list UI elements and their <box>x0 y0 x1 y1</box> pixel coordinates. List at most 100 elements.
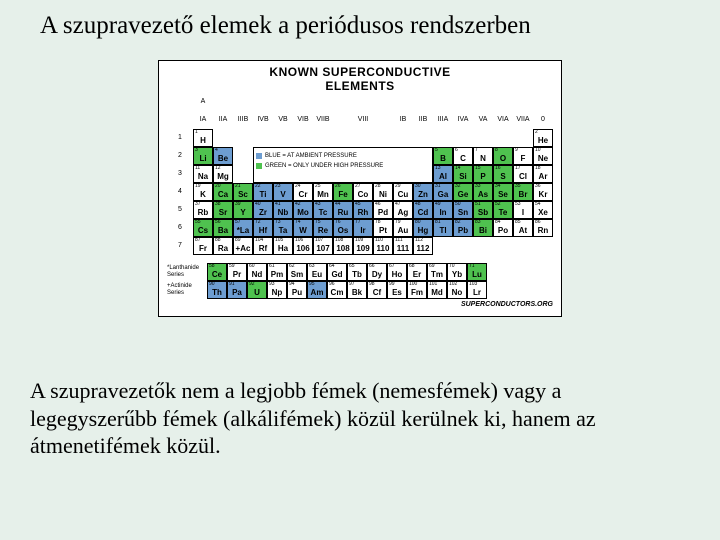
element-Os: 76Os <box>333 219 353 237</box>
element-Ru: 44Ru <box>333 201 353 219</box>
element-Zn: 30Zn <box>413 183 433 201</box>
element-Hf: 72Hf <box>253 219 273 237</box>
element-Ho: 67Ho <box>387 263 407 281</box>
element-Mn: 25Mn <box>313 183 333 201</box>
element-Na: 11Na <box>193 165 213 183</box>
element-C: 6C <box>453 147 473 165</box>
element-K: 19K <box>193 183 213 201</box>
element-107: 107107 <box>313 237 333 255</box>
element-Nd: 60Nd <box>247 263 267 281</box>
element-Ag: 47Ag <box>393 201 413 219</box>
element-Ba: 56Ba <box>213 219 233 237</box>
element-Bi: 83Bi <box>473 219 493 237</box>
element-Sb: 51Sb <box>473 201 493 219</box>
element-Fe: 26Fe <box>333 183 353 201</box>
element-Pb: 82Pb <box>453 219 473 237</box>
element-112: 112112 <box>413 237 433 255</box>
element-At: 85At <box>513 219 533 237</box>
element-Ce: 58Ce <box>207 263 227 281</box>
element-In: 49In <box>433 201 453 219</box>
element-Np: 93Np <box>267 281 287 299</box>
element-Dy: 66Dy <box>367 263 387 281</box>
element-Co: 27Co <box>353 183 373 201</box>
element-+Ac: 89+Ac <box>233 237 253 255</box>
element-I: 53I <box>513 201 533 219</box>
element-*La: 57*La <box>233 219 253 237</box>
element-Ra: 88Ra <box>213 237 233 255</box>
element-Cm: 96Cm <box>327 281 347 299</box>
element-No: 102No <box>447 281 467 299</box>
periodic-table-container: KNOWN SUPERCONDUCTIVE ELEMENTS AIAIIAIII… <box>0 60 720 317</box>
source-label: SUPERCONDUCTORS.ORG <box>167 301 553 308</box>
element-Cr: 24Cr <box>293 183 313 201</box>
chart-heading-1: KNOWN SUPERCONDUCTIVE <box>167 65 553 79</box>
element-Mg: 12Mg <box>213 165 233 183</box>
element-Sm: 62Sm <box>287 263 307 281</box>
element-Ta: 73Ta <box>273 219 293 237</box>
element-111: 111111 <box>393 237 413 255</box>
element-Fm: 100Fm <box>407 281 427 299</box>
element-Be: 4Be <box>213 147 233 165</box>
element-Zr: 40Zr <box>253 201 273 219</box>
element-Te: 52Te <box>493 201 513 219</box>
element-Pr: 59Pr <box>227 263 247 281</box>
element-Au: 79Au <box>393 219 413 237</box>
element-Y: 39Y <box>233 201 253 219</box>
element-Tc: 43Tc <box>313 201 333 219</box>
element-109: 109109 <box>353 237 373 255</box>
element-Rf: 104Rf <box>253 237 273 255</box>
element-Se: 34Se <box>493 183 513 201</box>
element-Tm: 69Tm <box>427 263 447 281</box>
element-Es: 99Es <box>387 281 407 299</box>
element-N: 7N <box>473 147 493 165</box>
element-As: 33As <box>473 183 493 201</box>
element-Cf: 98Cf <box>367 281 387 299</box>
element-Ir: 77Ir <box>353 219 373 237</box>
element-Tb: 65Tb <box>347 263 367 281</box>
page-title: A szupravezető elemek a periódusos rends… <box>0 0 720 40</box>
element-Pt: 78Pt <box>373 219 393 237</box>
periodic-table-grid: AIAIIAIIIBIVBVBVIBVIIBVIIIIBIIBIIIAIVAVA… <box>167 93 553 255</box>
element-F: 9F <box>513 147 533 165</box>
element-108: 108108 <box>333 237 353 255</box>
element-Cs: 55Cs <box>193 219 213 237</box>
element-Si: 14Si <box>453 165 473 183</box>
element-Sn: 50Sn <box>453 201 473 219</box>
element-Rb: 37Rb <box>193 201 213 219</box>
element-O: 8O <box>493 147 513 165</box>
element-Pm: 61Pm <box>267 263 287 281</box>
element-Am: 95Am <box>307 281 327 299</box>
element-Md: 101Md <box>427 281 447 299</box>
lanthanide-actinide-grid: *Lanthanide Series58Ce59Pr60Nd61Pm62Sm63… <box>167 263 553 299</box>
element-Ti: 22Ti <box>253 183 273 201</box>
element-P: 15P <box>473 165 493 183</box>
element-Mo: 42Mo <box>293 201 313 219</box>
element-Lu: 71Lu <box>467 263 487 281</box>
periodic-table-box: KNOWN SUPERCONDUCTIVE ELEMENTS AIAIIAIII… <box>158 60 562 317</box>
element-Po: 84Po <box>493 219 513 237</box>
element-Sr: 38Sr <box>213 201 233 219</box>
element-Pa: 91Pa <box>227 281 247 299</box>
element-Bk: 97Bk <box>347 281 367 299</box>
element-V: 23V <box>273 183 293 201</box>
element-Lr: 103Lr <box>467 281 487 299</box>
element-Nb: 41Nb <box>273 201 293 219</box>
chart-heading-2: ELEMENTS <box>167 79 553 93</box>
element-Re: 75Re <box>313 219 333 237</box>
element-Rn: 86Rn <box>533 219 553 237</box>
element-Xe: 54Xe <box>533 201 553 219</box>
element-Ni: 28Ni <box>373 183 393 201</box>
element-Br: 35Br <box>513 183 533 201</box>
element-He: 2He <box>533 129 553 147</box>
element-110: 110110 <box>373 237 393 255</box>
element-Kr: 36Kr <box>533 183 553 201</box>
element-B: 5B <box>433 147 453 165</box>
element-Tl: 81Tl <box>433 219 453 237</box>
element-Al: 13Al <box>433 165 453 183</box>
element-Cl: 17Cl <box>513 165 533 183</box>
element-106: 106106 <box>293 237 313 255</box>
element-Fr: 87Fr <box>193 237 213 255</box>
element-S: 16S <box>493 165 513 183</box>
element-Rh: 45Rh <box>353 201 373 219</box>
element-Ne: 10Ne <box>533 147 553 165</box>
